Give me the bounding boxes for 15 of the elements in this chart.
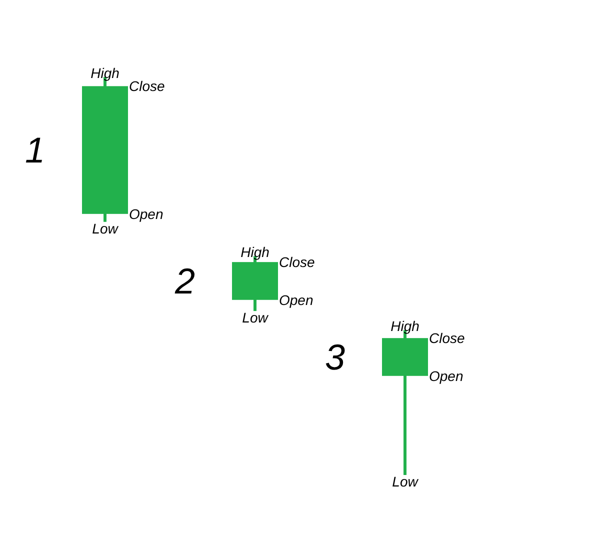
annotation: Close	[279, 254, 316, 270]
annotation: Open	[129, 206, 164, 222]
annotation: High	[90, 65, 120, 81]
annotation: Low	[392, 473, 419, 490]
annotation: Close	[429, 330, 466, 346]
annotation: Open	[429, 368, 464, 384]
annotation: Open	[279, 292, 314, 308]
x-tick-label: 2	[174, 260, 196, 302]
x-tick-label: 1	[24, 130, 46, 171]
x-tick-label: 3	[324, 336, 346, 378]
annotation: Low	[92, 220, 119, 236]
annotation: High	[390, 318, 420, 334]
annotation: High	[240, 244, 270, 260]
annotation: Low	[242, 309, 269, 326]
annotation: Close	[129, 78, 166, 94]
